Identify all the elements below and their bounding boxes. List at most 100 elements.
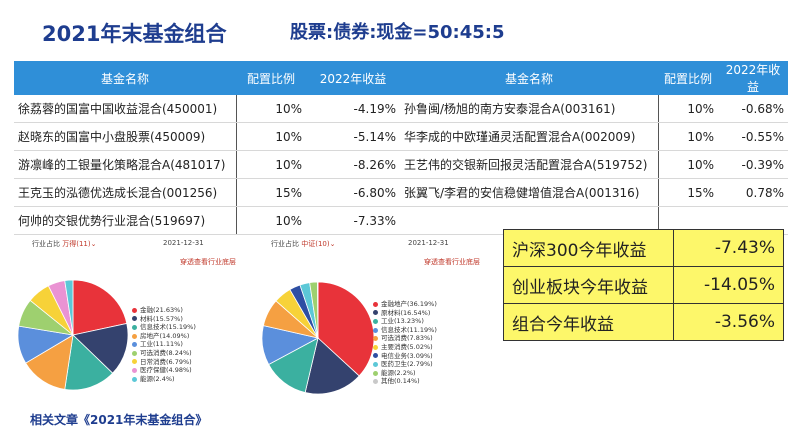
legend-swatch	[373, 310, 378, 316]
legend-swatch	[132, 307, 137, 313]
legend-label: 日常消费(6.79%)	[140, 357, 192, 366]
legend-swatch	[132, 359, 137, 365]
pie2-prefix: 行业占比	[271, 240, 299, 248]
weight-cell: 10%	[657, 150, 718, 179]
weight-cell: 10%	[235, 122, 306, 151]
fund-table: 基金名称 配置比例 2022年收益 基金名称 配置比例 2022年收益 徐荔蓉的…	[14, 61, 788, 235]
pie-slice	[64, 334, 114, 390]
chevron-down-icon: ⌄	[329, 240, 336, 248]
returns-label: 沪深300今年收益	[503, 229, 674, 267]
allocation-ratio: 股票:债券:现金=50:45:5	[290, 22, 505, 43]
pie1-drilldown-link[interactable]: 穿透查看行业底层	[180, 258, 236, 266]
return-cell: -0.55%	[718, 122, 788, 151]
weight-cell: 10%	[657, 122, 718, 151]
legend-item: 能源(2.4%)	[132, 375, 196, 384]
fund-name-cell: 游凛峰的工银量化策略混合A(481017)	[14, 150, 236, 179]
pie1-date: 2021-12-31	[163, 239, 204, 247]
legend-swatch	[132, 316, 137, 322]
weight-cell: 10%	[235, 206, 306, 235]
legend-label: 其他(0.14%)	[381, 377, 420, 386]
legend-label: 工业(13.23%)	[381, 317, 424, 326]
return-cell: -4.19%	[306, 95, 400, 123]
legend-label: 材料(15.57%)	[140, 314, 183, 323]
table-row: 徐荔蓉的国富中国收益混合(450001) 10% -4.19% 孙鲁闽/杨旭的南…	[14, 95, 788, 123]
legend-label: 信息技术(11.19%)	[381, 325, 437, 334]
fund-name-cell: 王克玉的泓德优选成长混合(001256)	[14, 178, 236, 207]
legend-label: 房地产(14.09%)	[140, 331, 190, 340]
legend-item: 可选消费(7.83%)	[373, 334, 437, 343]
fund-name-cell: 赵晓东的国富中小盘股票(450009)	[14, 122, 236, 151]
legend-swatch	[373, 353, 378, 359]
legend-item: 材料(15.57%)	[132, 315, 196, 324]
pie2-source-select[interactable]: 中证(10)	[301, 240, 330, 248]
returns-row: 沪深300今年收益 -7.43%	[503, 229, 784, 267]
legend-item: 医疗保健(4.98%)	[132, 366, 196, 375]
legend-item: 金融地产(36.19%)	[373, 300, 437, 309]
return-cell: -6.80%	[306, 178, 400, 207]
pie2-drilldown-link[interactable]: 穿透查看行业底层	[424, 258, 480, 266]
legend-swatch	[132, 367, 137, 373]
legend-label: 金融地产(36.19%)	[381, 300, 437, 308]
legend-swatch	[373, 301, 378, 307]
legend-label: 可选消费(7.83%)	[381, 334, 433, 343]
legend-label: 原材料(16.54%)	[381, 308, 431, 317]
return-cell: -0.39%	[718, 150, 788, 179]
returns-summary-table: 沪深300今年收益 -7.43% 创业板块今年收益 -14.05% 组合今年收益…	[503, 229, 784, 341]
legend-label: 可选消费(8.24%)	[140, 348, 192, 357]
fund-name-cell: 华李成的中欧瑾通灵活配置混合A(002009)	[400, 122, 658, 151]
column-header-fund-name: 基金名称	[14, 61, 236, 95]
weight-cell: 15%	[235, 178, 306, 207]
legend-swatch	[132, 333, 137, 339]
return-cell: -5.14%	[306, 122, 400, 151]
legend-item: 主要消费(5.02%)	[373, 343, 437, 352]
legend-label: 主要消费(5.02%)	[381, 342, 433, 351]
return-cell: 0.78%	[718, 178, 788, 207]
table-header-row: 基金名称 配置比例 2022年收益 基金名称 配置比例 2022年收益	[14, 61, 788, 95]
pie1-prefix: 行业占比	[32, 240, 60, 248]
returns-value: -14.05%	[673, 266, 784, 304]
pie2-date: 2021-12-31	[408, 239, 449, 247]
returns-label: 组合今年收益	[503, 303, 674, 341]
legend-label: 信息技术(15.19%)	[140, 323, 196, 332]
returns-value: -7.43%	[673, 229, 784, 267]
fund-name-cell: 王艺伟的交银新回报灵活配置混合A(519752)	[400, 150, 658, 179]
legend-item: 电信业务(3.09%)	[373, 352, 437, 361]
page-title: 2021年末基金组合	[42, 22, 227, 46]
column-header-weight: 配置比例	[236, 61, 306, 95]
table-row: 游凛峰的工银量化策略混合A(481017) 10% -8.26% 王艺伟的交银新…	[14, 150, 788, 179]
legend-swatch	[373, 370, 378, 376]
column-header-return: 2022年收益	[718, 61, 788, 95]
legend-label: 医疗保健(4.98%)	[140, 366, 192, 375]
returns-row: 创业板块今年收益 -14.05%	[503, 266, 784, 304]
legend-label: 工业(11.11%)	[140, 340, 183, 349]
chevron-down-icon: ⌄	[90, 240, 97, 248]
table-row: 王克玉的泓德优选成长混合(001256) 15% -6.80% 张翼飞/李君的安…	[14, 178, 788, 207]
weight-cell: 10%	[235, 150, 306, 179]
fund-name-cell: 徐荔蓉的国富中国收益混合(450001)	[14, 95, 236, 123]
legend-swatch	[373, 379, 378, 385]
fund-name-cell: 张翼飞/李君的安信稳健增值混合A(001316)	[400, 178, 658, 207]
legend-item: 可选消费(8.24%)	[132, 349, 196, 358]
weight-cell: 10%	[657, 95, 718, 123]
legend-swatch	[132, 376, 137, 382]
pie-slice	[64, 280, 74, 336]
legend-item: 工业(11.11%)	[132, 340, 196, 349]
legend-swatch	[132, 324, 137, 330]
return-cell: -7.33%	[306, 206, 400, 235]
returns-value: -3.56%	[673, 303, 784, 341]
legend-item: 金融(21.63%)	[132, 306, 196, 315]
legend-label: 电信业务(3.09%)	[381, 351, 433, 360]
pie1-source-select[interactable]: 万得(11)	[62, 240, 91, 248]
column-header-weight: 配置比例	[658, 61, 718, 95]
legend-item: 其他(0.14%)	[373, 377, 437, 386]
weight-cell: 15%	[657, 178, 718, 207]
related-article-link[interactable]: 相关文章《2021年末基金组合》	[30, 413, 208, 427]
legend-label: 医药卫生(2.79%)	[381, 360, 433, 369]
pie-chart-wind	[18, 280, 128, 390]
legend-item: 能源(2.2%)	[373, 369, 437, 378]
pie1-legend: 金融(21.63%) 材料(15.57%) 信息技术(15.19%) 房地产(14.0…	[132, 306, 196, 383]
pie-slice	[304, 337, 360, 394]
legend-item: 原材料(16.54%)	[373, 309, 437, 318]
legend-item: 医药卫生(2.79%)	[373, 360, 437, 369]
pie2-header: 行业占比 中证(10)⌄	[271, 239, 335, 249]
